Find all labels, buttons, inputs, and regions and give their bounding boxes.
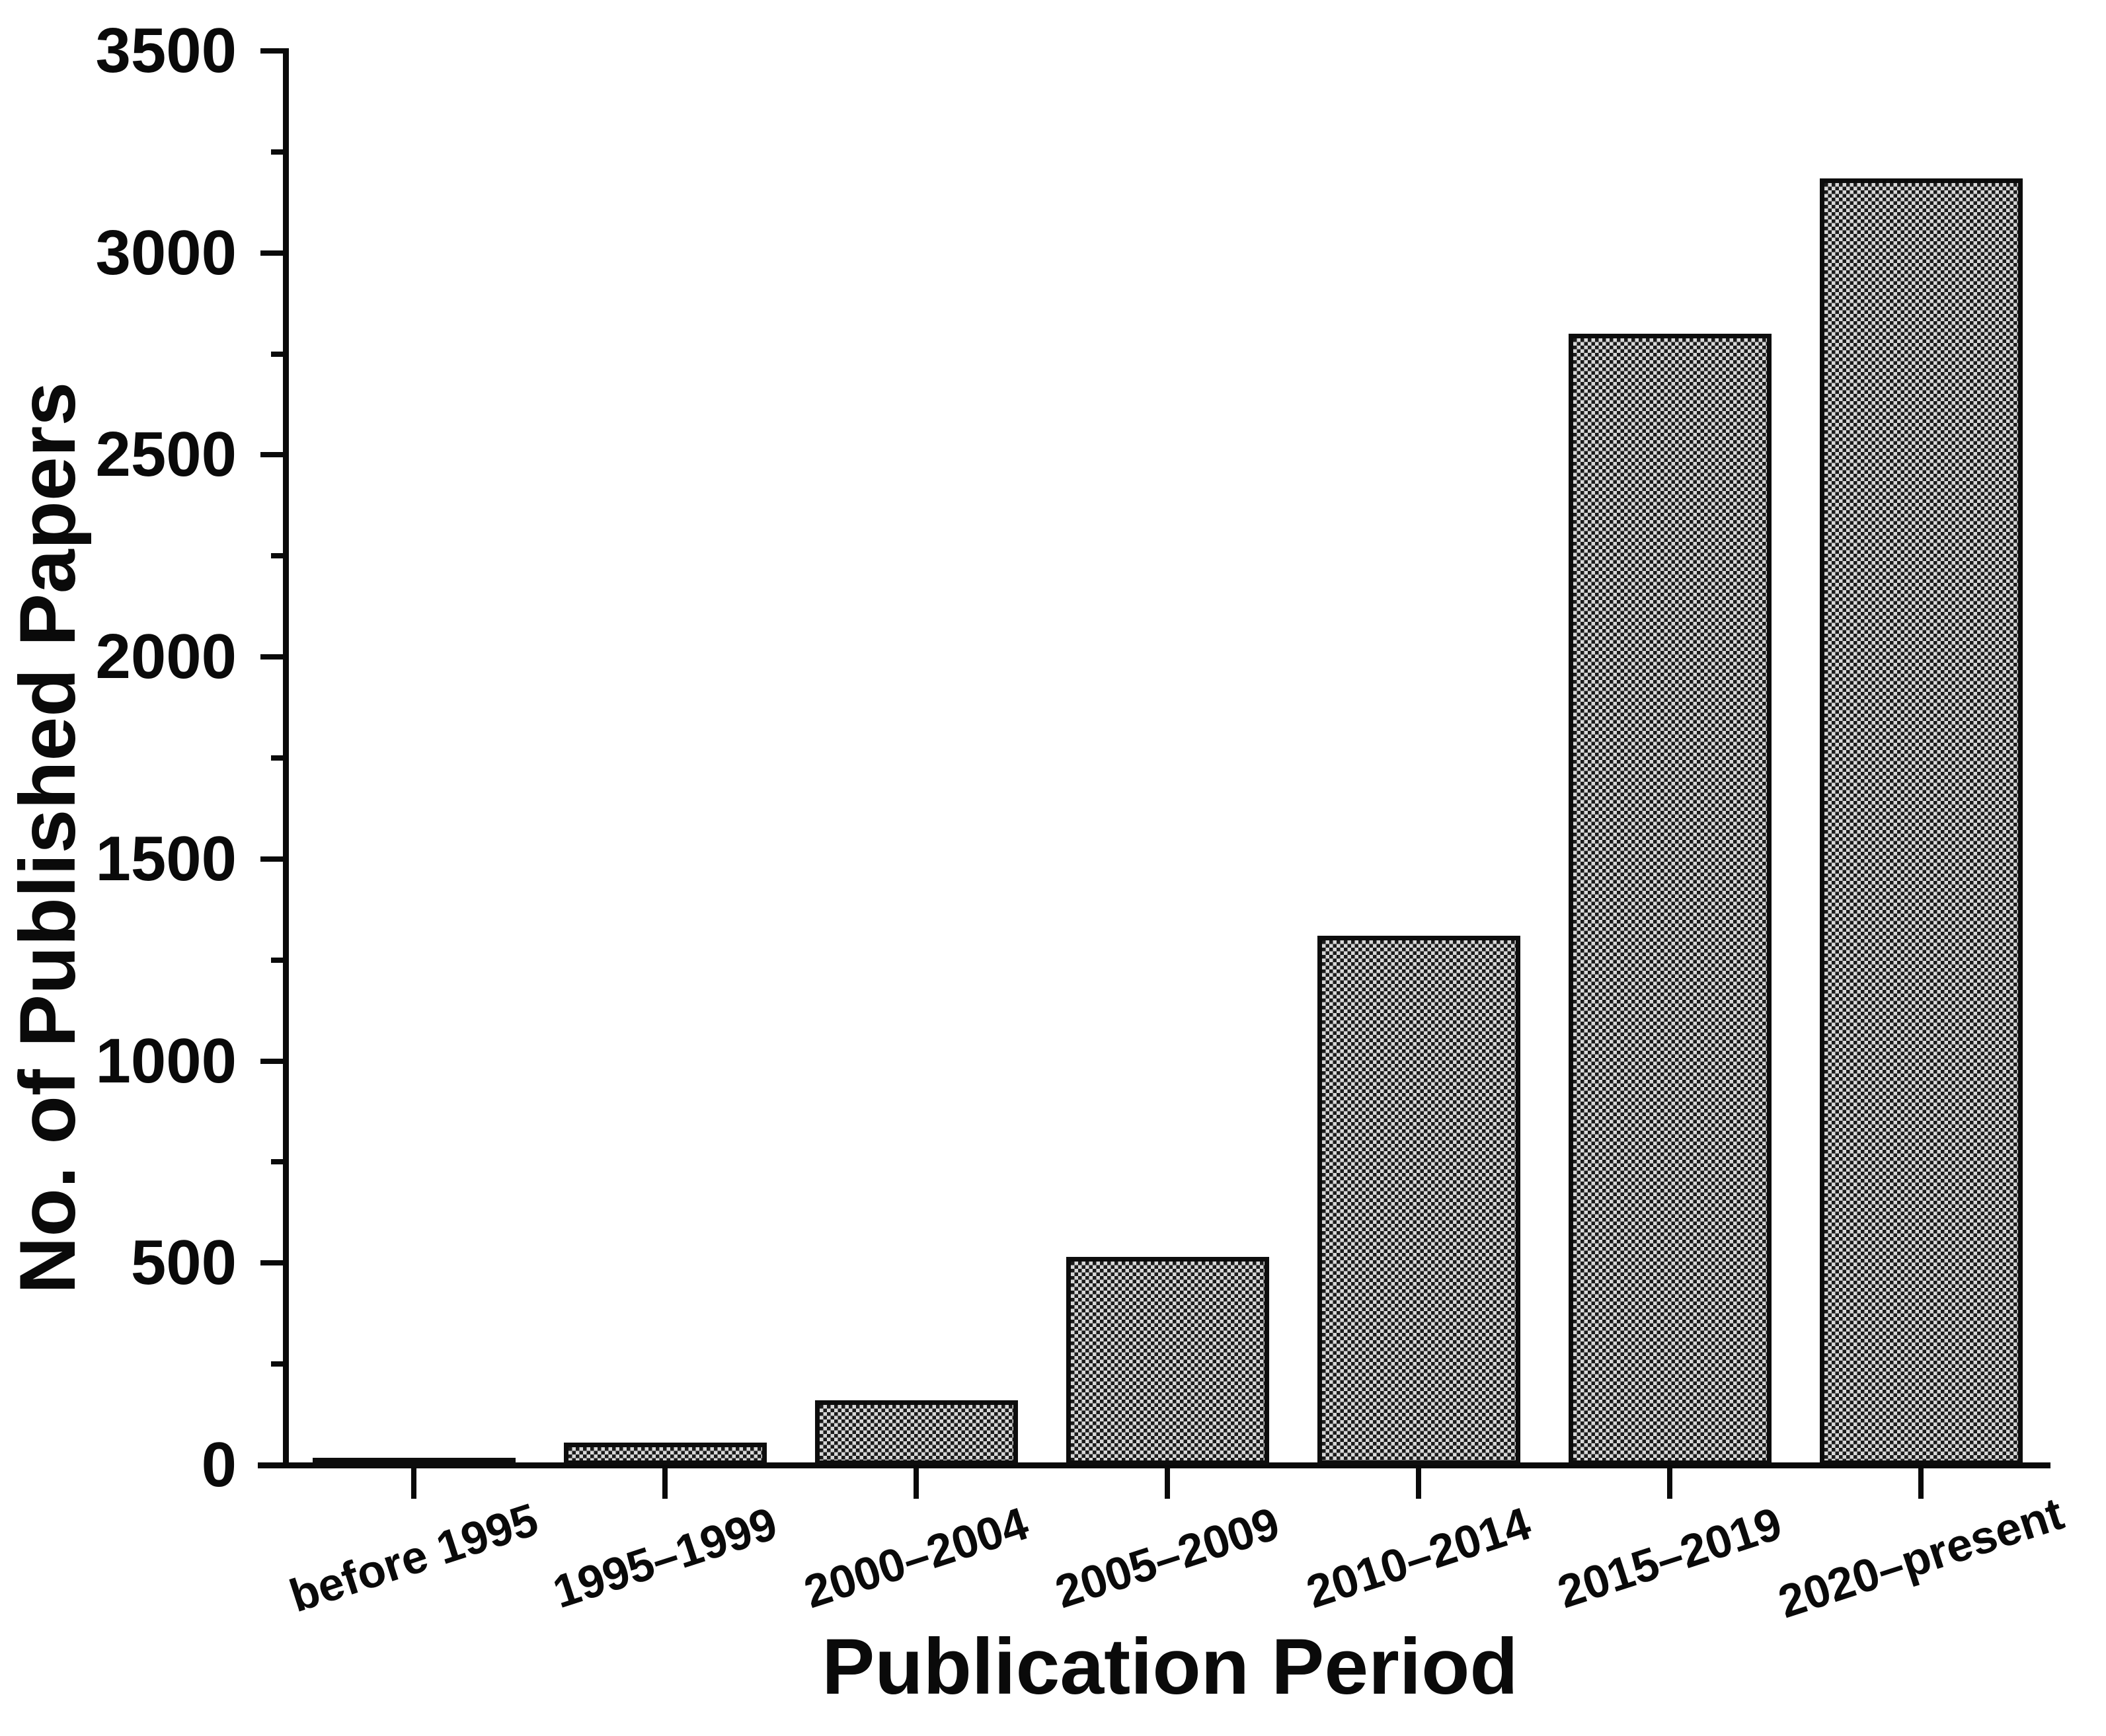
y-minor-tick	[271, 1159, 286, 1165]
x-tick-mark	[1165, 1467, 1170, 1499]
x-tick-label: 2005–2009	[1049, 1497, 1286, 1618]
x-tick-mark	[662, 1467, 668, 1499]
x-tick-label: 2020–present	[1772, 1487, 2070, 1628]
bar	[1568, 334, 1772, 1465]
x-tick-label: 2000–2004	[798, 1497, 1034, 1618]
y-minor-tick	[271, 149, 286, 155]
bar	[1317, 936, 1520, 1465]
y-tick-label: 3500	[95, 15, 237, 86]
x-tick-mark	[411, 1467, 416, 1499]
x-tick-label: 2010–2014	[1300, 1497, 1537, 1618]
y-tick-label: 3000	[95, 217, 237, 288]
x-tick-mark	[914, 1467, 919, 1499]
y-minor-tick	[271, 957, 286, 963]
y-major-tick	[260, 1260, 286, 1266]
y-minor-tick	[271, 755, 286, 761]
y-major-tick	[260, 48, 286, 54]
y-tick-label: 2500	[95, 419, 237, 490]
bar	[814, 1400, 1018, 1465]
bar	[1819, 178, 2023, 1465]
y-tick-label: 0	[201, 1429, 237, 1500]
y-tick-label: 1000	[95, 1025, 237, 1096]
x-tick-label: before 1995	[283, 1493, 545, 1622]
y-minor-tick	[271, 553, 286, 559]
x-tick-label: 1995–1999	[547, 1497, 783, 1618]
y-major-tick	[260, 654, 286, 660]
y-minor-tick	[271, 1361, 286, 1367]
y-tick-label: 1500	[95, 823, 237, 894]
y-tick-label: 2000	[95, 621, 237, 693]
y-major-tick	[260, 250, 286, 256]
x-axis-line	[258, 1462, 2050, 1468]
x-tick-label: 2015–2019	[1551, 1497, 1788, 1618]
bar	[563, 1443, 767, 1465]
bar	[312, 1458, 516, 1467]
y-tick-label: 500	[130, 1227, 237, 1299]
y-minor-tick	[271, 351, 286, 357]
y-major-tick	[260, 452, 286, 458]
y-axis-title: No. of Published Papers	[3, 381, 92, 1295]
y-major-tick	[260, 856, 286, 862]
y-axis-line	[283, 48, 289, 1468]
x-axis-title: Publication Period	[822, 1622, 1518, 1711]
bar	[1066, 1257, 1269, 1465]
x-tick-mark	[1918, 1467, 1924, 1499]
x-tick-mark	[1667, 1467, 1672, 1499]
y-major-tick	[260, 1058, 286, 1064]
x-tick-mark	[1416, 1467, 1421, 1499]
